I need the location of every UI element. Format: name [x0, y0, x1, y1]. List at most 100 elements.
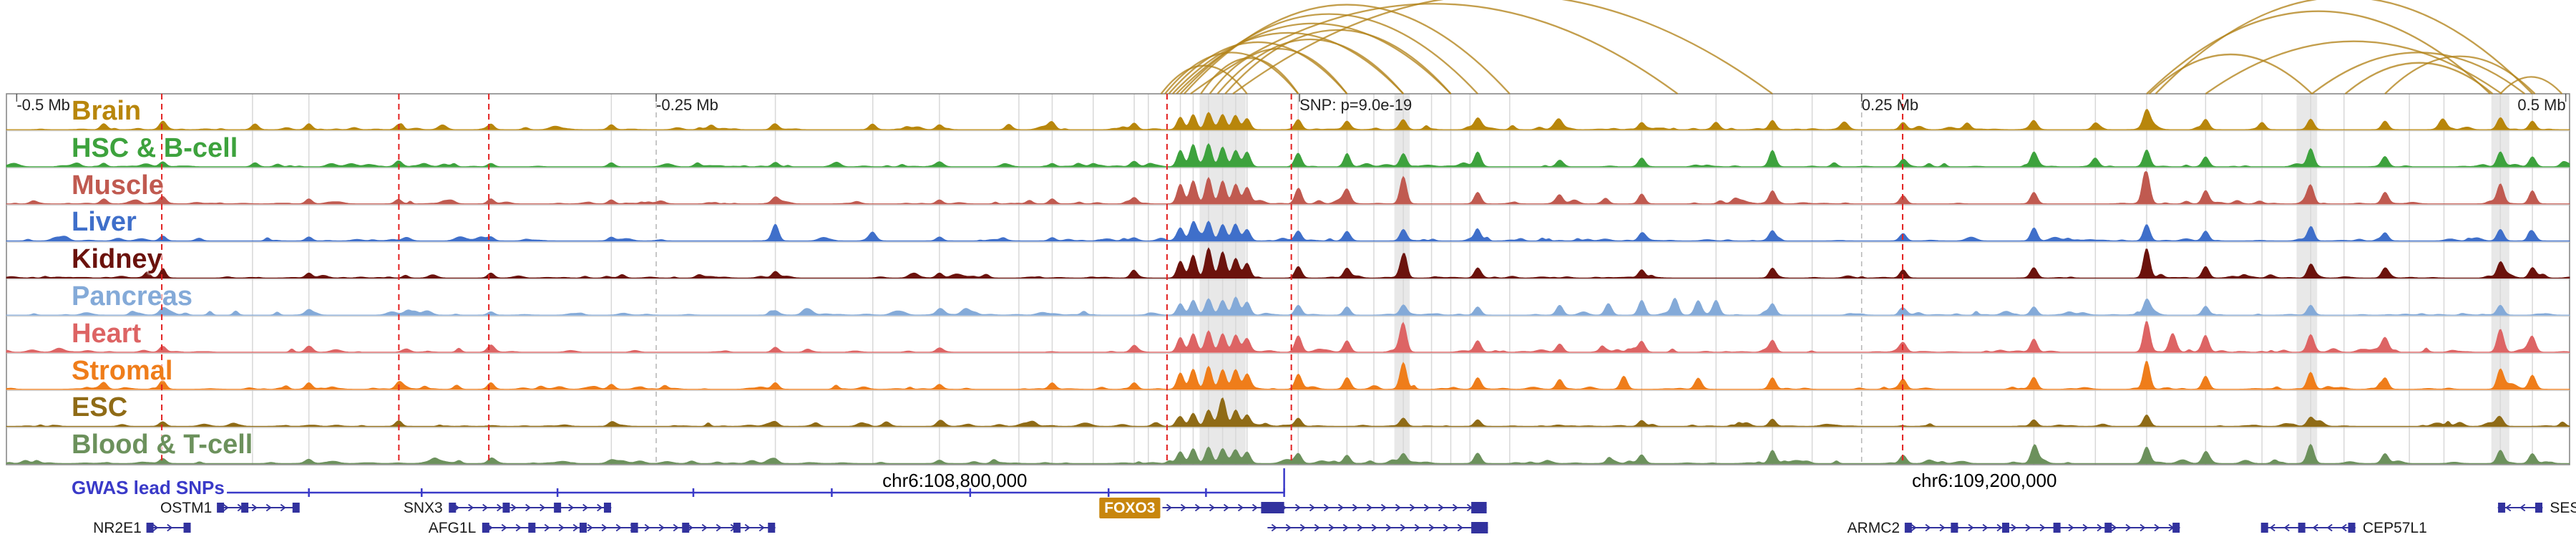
- strand-chevron-icon: [1271, 523, 1277, 532]
- gene-armc2[interactable]: ARMC2: [1848, 520, 2180, 536]
- interaction-arc[interactable]: [2146, 10, 2491, 95]
- gene-nr2e1[interactable]: NR2E1: [93, 520, 191, 536]
- strand-chevron-icon: [2011, 523, 2017, 532]
- gene-exon: [449, 503, 457, 513]
- gene-exon: [768, 523, 776, 533]
- strand-chevron-icon: [1982, 523, 1989, 532]
- track-label-heart: Heart: [72, 318, 142, 349]
- strand-chevron-icon: [265, 503, 272, 512]
- strand-chevron-icon: [1237, 503, 1244, 512]
- strand-chevron-icon: [544, 523, 550, 532]
- signal-track-kidney[interactable]: [6, 247, 2570, 279]
- interaction-arc[interactable]: [1216, 39, 1405, 95]
- interaction-arc[interactable]: [2499, 76, 2563, 95]
- strand-chevron-icon: [1968, 523, 1974, 532]
- strand-chevron-icon: [1443, 523, 1449, 532]
- gene-snx3[interactable]: SNX3: [404, 500, 612, 516]
- strand-chevron-icon: [223, 503, 229, 512]
- gene-ostm1[interactable]: OSTM1: [160, 500, 300, 516]
- gene-foxo3[interactable]: FOXO3: [1099, 498, 1487, 518]
- strand-chevron-icon: [673, 523, 679, 532]
- gene-exon: [1471, 522, 1488, 533]
- interaction-arc[interactable]: [2148, 54, 2313, 95]
- interaction-arc[interactable]: [1209, 48, 1348, 95]
- signal-track-heart[interactable]: [6, 321, 2570, 353]
- gene-label: NR2E1: [93, 520, 142, 536]
- strand-chevron-icon: [167, 523, 173, 532]
- interaction-arc[interactable]: [1184, 4, 1511, 95]
- interaction-arc[interactable]: [2205, 40, 2502, 95]
- strand-chevron-icon: [758, 523, 765, 532]
- strand-chevron-icon: [2269, 523, 2275, 532]
- gene-exon: [2104, 523, 2112, 533]
- gene-exon: [554, 503, 562, 513]
- gwas-lead-snps-track[interactable]: [227, 468, 1285, 497]
- signal-track-stromal[interactable]: [6, 361, 2570, 390]
- signal-track-hsc-b-cell[interactable]: [6, 142, 2570, 168]
- interaction-arc[interactable]: [2344, 62, 2494, 95]
- strand-chevron-icon: [1385, 523, 1392, 532]
- interaction-arc-track[interactable]: [1160, 0, 2563, 95]
- gene-label: CEP57L1: [2363, 520, 2427, 536]
- strand-chevron-icon: [1194, 503, 1201, 512]
- strand-chevron-icon: [1209, 503, 1215, 512]
- gene-exon: [2172, 523, 2180, 533]
- strand-chevron-icon: [1223, 503, 1229, 512]
- strand-chevron-icon: [1314, 523, 1320, 532]
- strand-chevron-icon: [1457, 523, 1463, 532]
- signal-tracks[interactable]: [6, 109, 2570, 464]
- strand-chevron-icon: [2505, 503, 2512, 512]
- interaction-arc[interactable]: [1171, 32, 1405, 95]
- gene-track[interactable]: OSTM1 SNX3 FOXO3 SES NR2E1 AFG1L ARMC2 CEP57L1: [93, 468, 2576, 536]
- signal-track-esc[interactable]: [6, 397, 2570, 427]
- interaction-arc[interactable]: [1176, 22, 1452, 95]
- strand-chevron-icon: [1380, 503, 1387, 512]
- gene-transcript[interactable]: [1267, 522, 1488, 533]
- strand-chevron-icon: [1299, 523, 1306, 532]
- gene-exon: [528, 523, 536, 533]
- interaction-arc[interactable]: [2155, 0, 2533, 95]
- interaction-arc[interactable]: [1168, 41, 1348, 95]
- gene-exon: [2001, 523, 2009, 533]
- interaction-arc[interactable]: [1224, 29, 1452, 95]
- signal-track-blood-t-cell[interactable]: [6, 443, 2570, 464]
- gene-ses[interactable]: SES: [2497, 500, 2576, 516]
- interaction-arc[interactable]: [1232, 0, 1773, 95]
- interaction-arc[interactable]: [2311, 52, 2526, 95]
- gene-exon: [502, 503, 510, 513]
- strand-chevron-icon: [2097, 523, 2103, 532]
- gene-cep57l1[interactable]: CEP57L1: [2260, 520, 2427, 536]
- strand-chevron-icon: [251, 503, 258, 512]
- strand-chevron-icon: [1428, 523, 1435, 532]
- strand-chevron-icon: [468, 503, 474, 512]
- strand-chevron-icon: [2068, 523, 2074, 532]
- gene-afg1l[interactable]: AFG1L: [429, 520, 776, 536]
- strand-chevron-icon: [1414, 523, 1420, 532]
- strand-chevron-icon: [1357, 523, 1363, 532]
- strand-chevron-icon: [1352, 503, 1358, 512]
- strand-chevron-icon: [2154, 523, 2160, 532]
- signal-track-muscle[interactable]: [6, 170, 2570, 205]
- interaction-arc[interactable]: [2384, 55, 2536, 95]
- strand-chevron-icon: [701, 523, 708, 532]
- track-label-stromal: Stromal: [72, 355, 173, 386]
- signal-track-pancreas[interactable]: [6, 296, 2570, 316]
- signal-track-brain[interactable]: [6, 109, 2570, 130]
- gene-exon: [183, 523, 191, 533]
- gene-label: OSTM1: [160, 500, 212, 516]
- strand-chevron-icon: [1395, 503, 1401, 512]
- interaction-arc[interactable]: [1179, 13, 1478, 95]
- gene-exon: [292, 503, 300, 513]
- interaction-arc[interactable]: [1164, 52, 1299, 95]
- gene-exon: [630, 523, 638, 533]
- signal-track-liver[interactable]: [6, 221, 2570, 242]
- marker-layer: [16, 94, 2567, 465]
- ruler-label: 0.5 Mb: [2517, 96, 2566, 114]
- strand-chevron-icon: [2326, 523, 2333, 532]
- interaction-arc[interactable]: [1190, 3, 1679, 95]
- gene-exon: [2535, 503, 2543, 513]
- strand-chevron-icon: [716, 523, 722, 532]
- strand-chevron-icon: [1939, 523, 1946, 532]
- strand-chevron-icon: [1294, 503, 1301, 512]
